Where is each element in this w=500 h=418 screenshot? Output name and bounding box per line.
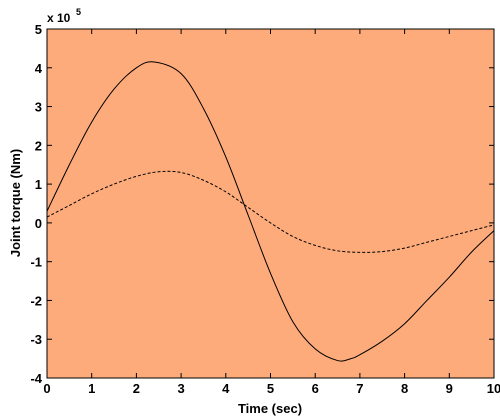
y-tick-label: -2 [30,293,42,308]
y-multiplier-exponent: 5 [76,7,81,17]
y-tick-label: 4 [35,61,43,76]
y-tick-label: -1 [30,255,42,270]
y-tick-label: -4 [30,371,42,386]
series-line-dashed [46,170,495,253]
x-tick-label: 0 [43,381,50,396]
x-tick-label: 6 [312,381,319,396]
x-axis-ticks: 0 1 2 3 4 5 6 7 8 9 10 [43,29,500,396]
x-tick-label: 2 [133,381,140,396]
y-axis-label: Joint torque (Nm) [8,149,23,257]
x-tick-label: 8 [401,381,408,396]
series-line-solid [46,61,495,362]
y-tick-label: 0 [35,216,42,231]
x-tick-label: 4 [222,381,230,396]
y-tick-label: 2 [35,138,42,153]
y-tick-label: 3 [35,100,42,115]
y-tick-label: -3 [30,332,42,347]
y-multiplier-label: x 10 [47,11,71,25]
y-axis-ticks: 5 4 3 2 1 0 -1 -2 -3 -4 [30,22,494,386]
plot-background [46,28,495,379]
x-tick-label: 3 [177,381,184,396]
x-tick-label: 1 [88,381,95,396]
x-tick-label: 5 [267,381,274,396]
series-layer [46,61,495,362]
x-tick-label: 9 [446,381,453,396]
x-axis-label: Time (sec) [238,401,302,416]
x-tick-label: 7 [356,381,363,396]
y-tick-label: 5 [35,22,42,37]
x-tick-label: 10 [487,381,500,396]
y-tick-label: 1 [35,177,42,192]
